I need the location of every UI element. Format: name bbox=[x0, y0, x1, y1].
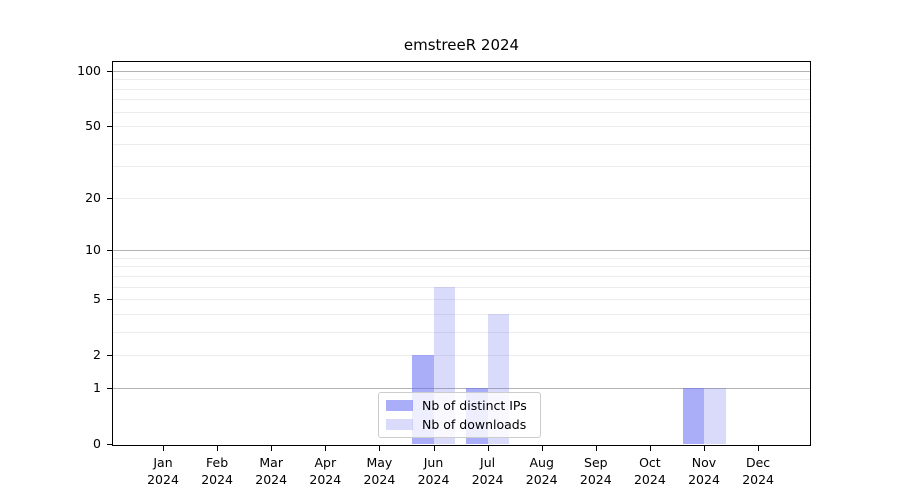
x-tick-year: 2024 bbox=[309, 472, 342, 487]
legend-label: Nb of downloads bbox=[422, 417, 527, 432]
x-tick-year: 2024 bbox=[579, 472, 612, 487]
x-tick-month: Jan bbox=[153, 455, 173, 470]
x-tick-year: 2024 bbox=[742, 472, 774, 487]
legend-swatch-distinct-ips bbox=[386, 400, 413, 411]
gridline-minor bbox=[113, 275, 810, 277]
y-tick-label: 2 bbox=[93, 347, 101, 363]
legend-label: Nb of distinct IPs bbox=[422, 398, 527, 413]
gridline-minor bbox=[113, 331, 810, 333]
x-tick-label: Sep 2024 bbox=[566, 454, 626, 488]
x-tick-mark bbox=[271, 446, 273, 451]
gridline-minor bbox=[113, 79, 810, 81]
x-tick-year: 2024 bbox=[255, 472, 288, 487]
y-tick-label: 50 bbox=[85, 118, 101, 133]
x-tick-month: Aug bbox=[529, 455, 554, 470]
plot-area: 0 1 2 5 10 20 50 100 Jan 2024 Feb 2024 Mar 2024 Apr 20… bbox=[77, 61, 811, 487]
gridline-minor bbox=[113, 197, 810, 199]
x-tick-month: Mar bbox=[259, 455, 283, 470]
x-tick-label: Mar 2024 bbox=[241, 454, 301, 488]
x-tick-year: 2024 bbox=[201, 472, 233, 487]
gridline-minor bbox=[113, 88, 810, 90]
x-tick-month: Feb bbox=[206, 455, 229, 470]
x-tick-month: Jul bbox=[480, 455, 496, 470]
x-tick-label: Feb 2024 bbox=[187, 454, 247, 488]
y-tick-label: 1 bbox=[93, 379, 101, 395]
x-tick-label: Jan 2024 bbox=[133, 454, 193, 488]
gridline-minor bbox=[113, 166, 810, 168]
y-tick-mark bbox=[107, 355, 112, 357]
x-tick-label: Nov 2024 bbox=[674, 454, 734, 488]
x-tick-mark bbox=[758, 446, 760, 451]
y-tick-mark bbox=[107, 444, 112, 445]
x-tick-label: Dec 2024 bbox=[728, 454, 788, 488]
x-tick-mark bbox=[379, 446, 381, 451]
y-tick-mark bbox=[107, 387, 112, 389]
gridline-minor bbox=[113, 286, 810, 288]
x-tick-mark bbox=[163, 446, 164, 451]
y-tick-label: 5 bbox=[93, 291, 101, 307]
x-tick-year: 2024 bbox=[147, 472, 179, 487]
x-tick-label: Jun 2024 bbox=[404, 454, 464, 488]
x-tick-label: Oct 2024 bbox=[620, 454, 680, 488]
y-tick-label: 10 bbox=[85, 242, 101, 257]
x-tick-mark bbox=[325, 446, 327, 451]
gridline-major bbox=[113, 250, 810, 251]
y-tick-mark bbox=[107, 126, 112, 127]
x-tick-year: 2024 bbox=[417, 472, 450, 487]
x-tick-month: Jun bbox=[423, 455, 444, 470]
gridline-minor bbox=[113, 99, 810, 101]
legend: Nb of distinct IPs Nb of downloads bbox=[378, 392, 541, 438]
x-tick-year: 2024 bbox=[633, 472, 666, 487]
gridline-major bbox=[113, 70, 810, 72]
x-tick-year: 2024 bbox=[363, 472, 396, 487]
y-tick-mark bbox=[107, 250, 112, 251]
x-tick-mark bbox=[217, 446, 219, 451]
gridline-minor bbox=[113, 313, 810, 315]
gridline-minor bbox=[113, 143, 810, 145]
gridline-minor bbox=[113, 355, 810, 357]
gridline-major bbox=[113, 387, 810, 389]
gridline-minor bbox=[113, 126, 810, 127]
x-tick-mark bbox=[704, 446, 705, 451]
legend-item-distinct-ips: Nb of distinct IPs bbox=[386, 398, 533, 413]
x-tick-month: Nov bbox=[691, 455, 717, 470]
x-tick-month: Sep bbox=[584, 455, 608, 470]
x-tick-mark bbox=[433, 446, 435, 451]
y-tick-label: 20 bbox=[85, 189, 101, 205]
x-tick-mark bbox=[487, 446, 489, 451]
x-tick-year: 2024 bbox=[688, 472, 720, 487]
chart-title: emstreeR 2024 bbox=[403, 36, 520, 54]
y-tick-label: 0 bbox=[93, 436, 101, 451]
gridline-minor bbox=[113, 266, 810, 268]
x-tick-label: Aug 2024 bbox=[512, 454, 572, 488]
x-tick-mark bbox=[595, 446, 597, 451]
x-tick-month: Apr bbox=[314, 455, 337, 470]
x-tick-label: May 2024 bbox=[349, 454, 409, 488]
x-tick-year: 2024 bbox=[525, 472, 558, 487]
legend-swatch-downloads bbox=[386, 419, 413, 430]
y-tick-label: 100 bbox=[77, 62, 101, 78]
legend-item-downloads: Nb of downloads bbox=[386, 417, 533, 432]
x-tick-month: May bbox=[366, 455, 393, 470]
bar-downloads bbox=[704, 387, 726, 444]
y-tick-mark bbox=[107, 299, 112, 301]
x-tick-label: Apr 2024 bbox=[295, 454, 355, 488]
gridline-minor bbox=[113, 257, 810, 259]
x-tick-month: Dec bbox=[745, 455, 771, 470]
gridline-minor bbox=[113, 299, 810, 301]
x-tick-mark bbox=[541, 446, 543, 451]
x-tick-month: Oct bbox=[639, 455, 661, 470]
bar-distinct-ips bbox=[682, 387, 704, 444]
gridline-minor bbox=[113, 111, 810, 113]
y-tick-mark bbox=[107, 197, 112, 199]
y-tick-mark bbox=[107, 70, 112, 72]
x-tick-year: 2024 bbox=[471, 472, 504, 487]
x-tick-label: Jul 2024 bbox=[458, 454, 518, 488]
x-tick-mark bbox=[649, 446, 651, 451]
